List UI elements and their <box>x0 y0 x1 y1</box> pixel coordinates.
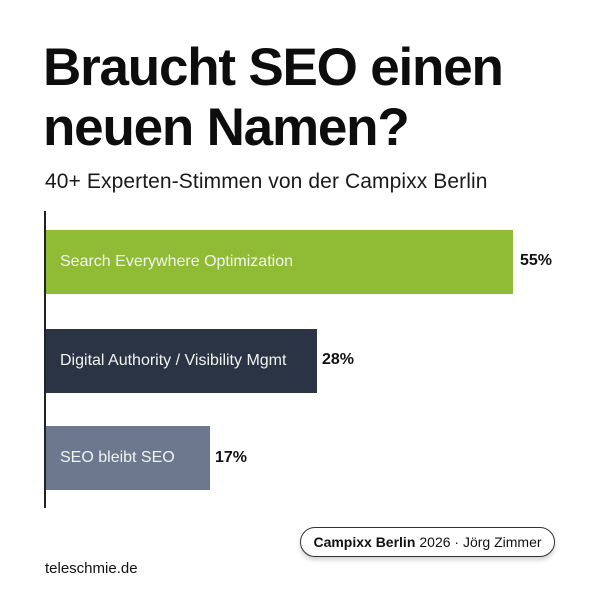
title-line-2: neuen Namen? <box>43 98 410 157</box>
source-badge: Campixx Berlin 2026 · Jörg Zimmer <box>300 527 555 557</box>
bar-label: Digital Authority / Visibility Mgmt <box>60 352 287 369</box>
footer-site: teleschmie.de <box>45 560 138 577</box>
y-axis-line <box>44 211 46 508</box>
bar-value: 28% <box>322 351 355 368</box>
bar-seo-bleibt-seo: SEO bleibt SEO <box>46 426 210 490</box>
page-title: Braucht SEO einen neuen Namen? <box>43 38 504 158</box>
bar-label: Search Everywhere Optimization <box>60 253 293 270</box>
source-detail: 2026 · Jörg Zimmer <box>419 534 542 550</box>
title-line-1: Braucht SEO einen <box>43 38 504 97</box>
bar-label: SEO bleibt SEO <box>60 449 175 466</box>
subtitle: 40+ Experten-Stimmen von der Campixx Ber… <box>45 170 488 193</box>
bar-digital-authority: Digital Authority / Visibility Mgmt <box>46 329 317 393</box>
bar-search-everywhere: Search Everywhere Optimization <box>46 230 513 294</box>
source-event: Campixx Berlin <box>313 534 416 550</box>
bar-value: 55% <box>520 252 553 269</box>
bar-value: 17% <box>215 449 248 466</box>
